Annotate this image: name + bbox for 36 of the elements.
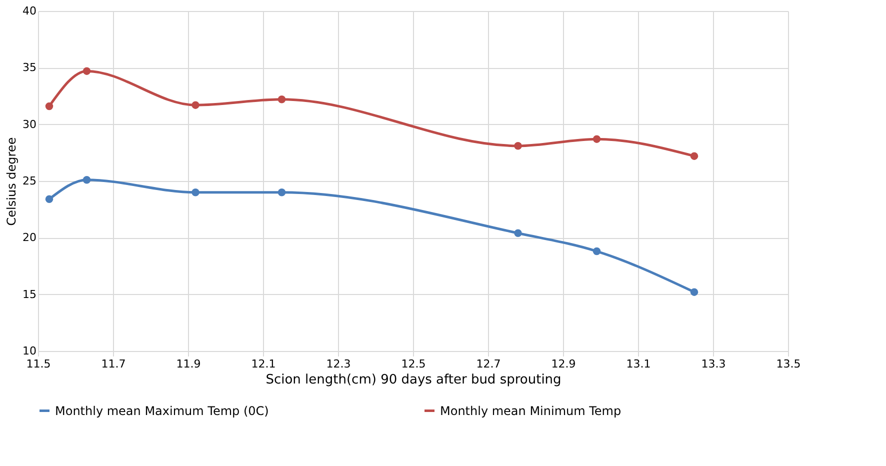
x-tick-label: 12.9 bbox=[551, 358, 576, 370]
x-axis-title: Scion length(cm) 90 days after bud sprouting bbox=[266, 372, 562, 388]
point bbox=[690, 152, 698, 160]
point bbox=[514, 229, 522, 237]
point bbox=[592, 135, 601, 143]
point bbox=[45, 102, 54, 110]
x-tick-label: 12.5 bbox=[401, 358, 426, 370]
point bbox=[514, 142, 522, 150]
point bbox=[82, 67, 91, 75]
y-axis-title: Celsius degree bbox=[4, 137, 19, 226]
point bbox=[278, 96, 286, 104]
x-tick-label: 13.1 bbox=[626, 358, 651, 370]
y-tick-label: 30 bbox=[22, 118, 36, 131]
x-tick-label: 13.5 bbox=[776, 358, 801, 370]
point bbox=[592, 247, 601, 256]
x-tick-label: 11.5 bbox=[26, 358, 51, 370]
y-tick-label: 35 bbox=[22, 61, 36, 74]
point bbox=[192, 188, 200, 196]
point bbox=[278, 188, 286, 196]
legend-label: Monthly mean Minimum Temp bbox=[440, 404, 622, 418]
x-tick-label: 11.9 bbox=[176, 358, 201, 370]
y-tick-label: 20 bbox=[22, 231, 36, 244]
y-tick-label: 15 bbox=[22, 288, 36, 301]
x-tick-label: 12.7 bbox=[476, 358, 501, 370]
x-tick-label: 12.3 bbox=[326, 358, 351, 370]
x-tick-label: 13.3 bbox=[701, 358, 726, 370]
y-tick-label: 40 bbox=[22, 4, 36, 18]
point bbox=[82, 176, 91, 184]
y-tick-label: 10 bbox=[22, 344, 36, 358]
x-tick-label: 12.1 bbox=[251, 358, 276, 370]
point bbox=[192, 101, 200, 109]
point bbox=[45, 195, 54, 203]
x-tick-label: 11.7 bbox=[101, 358, 126, 370]
legend-label: Monthly mean Maximum Temp (0C) bbox=[55, 404, 269, 418]
point bbox=[690, 288, 698, 296]
y-tick-label: 25 bbox=[22, 174, 36, 188]
